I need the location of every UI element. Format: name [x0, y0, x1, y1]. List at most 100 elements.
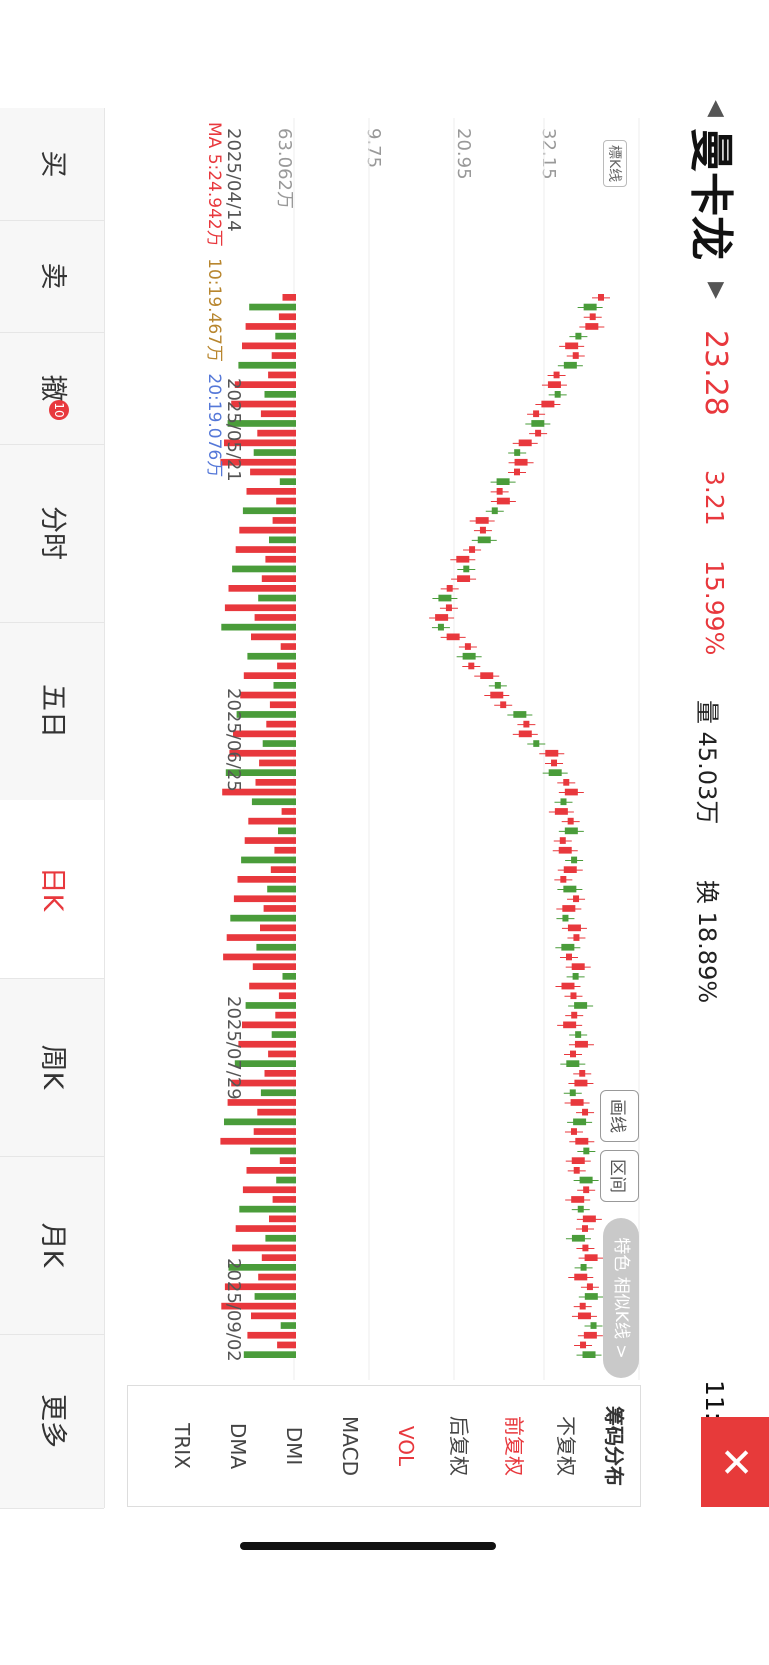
volume-bar	[267, 885, 296, 893]
candle-body	[553, 371, 560, 379]
volume-bar	[258, 594, 296, 602]
volume-bar	[280, 643, 296, 650]
tab-monthly-k[interactable]: 月K	[0, 1156, 104, 1335]
candle-body	[573, 1167, 580, 1174]
volume-bar	[282, 294, 296, 301]
candle-body	[513, 711, 527, 718]
volume-bar	[274, 846, 296, 854]
candle-body	[457, 575, 471, 582]
candle-body	[579, 1176, 593, 1184]
draw-line-button[interactable]: 画线	[600, 1090, 639, 1142]
volume-bar	[275, 332, 296, 340]
volume-bar	[268, 371, 296, 379]
volume-bar	[227, 1099, 296, 1106]
tab-cancel[interactable]: 撤	[0, 332, 104, 445]
candle-body	[565, 953, 572, 961]
volume-bar	[278, 992, 296, 1000]
candle-body	[574, 1040, 588, 1048]
candle-body	[560, 798, 567, 806]
candle-body	[571, 963, 585, 970]
candle-body	[477, 536, 491, 544]
candle-body	[567, 924, 581, 932]
candle-body	[566, 1060, 580, 1067]
volume-bar	[257, 1108, 296, 1116]
volume-bar	[280, 1322, 296, 1329]
candle-body	[533, 410, 540, 418]
trix-indicator-option[interactable]: TRIX	[170, 1423, 194, 1469]
volume-bar	[279, 1157, 296, 1165]
candle-body	[583, 1331, 597, 1339]
next-stock-icon[interactable]: ▶	[704, 282, 729, 299]
candle-body	[580, 1341, 587, 1349]
cancel-count-badge: 10	[49, 400, 69, 420]
close-button[interactable]: ✕	[701, 1417, 769, 1507]
candle-body	[571, 1196, 585, 1203]
tab-weekly-k[interactable]: 周K	[0, 978, 104, 1157]
volume-bar	[243, 672, 296, 679]
candle-body	[518, 439, 532, 447]
stock-name: 曼卡龙	[685, 128, 736, 260]
volume-bar	[278, 313, 296, 321]
volume-bar	[262, 740, 296, 747]
candle-body	[564, 788, 578, 796]
tab-more[interactable]: 更多	[0, 1334, 104, 1509]
similar-kline-pill[interactable]: 特色 相似K线 >	[603, 1218, 639, 1378]
candle-body	[463, 565, 470, 573]
tab-five-day[interactable]: 五日	[0, 622, 104, 801]
candle-body	[583, 1147, 590, 1155]
forward-adjust-option[interactable]: 前复权	[502, 1416, 526, 1476]
volume-bar	[224, 604, 296, 612]
volume-bar	[241, 856, 296, 864]
no-adjust-option[interactable]: 不复权	[554, 1416, 578, 1476]
volume-bar	[259, 759, 296, 767]
tab-daily-k[interactable]: 日K	[0, 800, 104, 979]
candle-body	[571, 856, 578, 864]
candle-body	[574, 1002, 588, 1009]
date-label-5: 2025/09/02	[223, 1258, 244, 1362]
volume-bar	[246, 488, 296, 495]
candle-body	[551, 759, 558, 767]
macd-indicator-option[interactable]: MACD	[338, 1416, 362, 1476]
candle-body	[547, 381, 561, 388]
chip-distribution-button[interactable]: 筹码分布	[602, 1406, 626, 1486]
volume-bar	[232, 565, 296, 573]
volume-bar	[220, 1137, 296, 1145]
candle-body	[464, 643, 471, 650]
volume-bar	[269, 701, 296, 709]
candle-body	[581, 1225, 588, 1232]
tab-sell[interactable]: 卖	[0, 220, 104, 333]
range-button[interactable]: 区间	[600, 1150, 639, 1202]
volume-bar	[245, 323, 296, 330]
candle-body	[590, 1322, 597, 1329]
dma-indicator-option[interactable]: DMA	[226, 1422, 250, 1470]
vol-indicator-option[interactable]: VOL	[394, 1425, 418, 1467]
candle-body	[563, 885, 577, 893]
candle-body	[583, 1186, 590, 1194]
candle-body	[469, 546, 476, 553]
volume-bar	[251, 1312, 296, 1320]
dmi-indicator-option[interactable]: DMI	[282, 1426, 306, 1466]
volume-bar	[233, 895, 296, 903]
volume-bar	[231, 1079, 296, 1087]
volume-bar	[251, 633, 296, 641]
home-indicator	[240, 1542, 496, 1550]
candle-body	[582, 1244, 589, 1252]
tab-buy[interactable]: 买	[0, 108, 104, 221]
volume-bar	[236, 711, 296, 718]
volume-bar	[275, 1011, 296, 1019]
date-label-1: 2025/04/14	[223, 128, 244, 232]
volume-bar	[234, 1060, 296, 1067]
tab-intraday[interactable]: 分时	[0, 444, 104, 623]
candle-body	[570, 1099, 584, 1106]
candle-body	[570, 1050, 577, 1058]
volume-bar	[260, 410, 296, 418]
backward-adjust-option[interactable]: 后复权	[447, 1416, 471, 1476]
kline-chart[interactable]	[121, 118, 641, 1380]
candle-body	[575, 332, 582, 340]
volume-bar	[265, 1234, 296, 1242]
candle-body	[573, 934, 580, 941]
prev-stock-icon[interactable]: ◀	[704, 100, 729, 117]
candle-body	[435, 614, 449, 621]
candle-body	[571, 1234, 585, 1242]
candle-body	[570, 1128, 577, 1135]
